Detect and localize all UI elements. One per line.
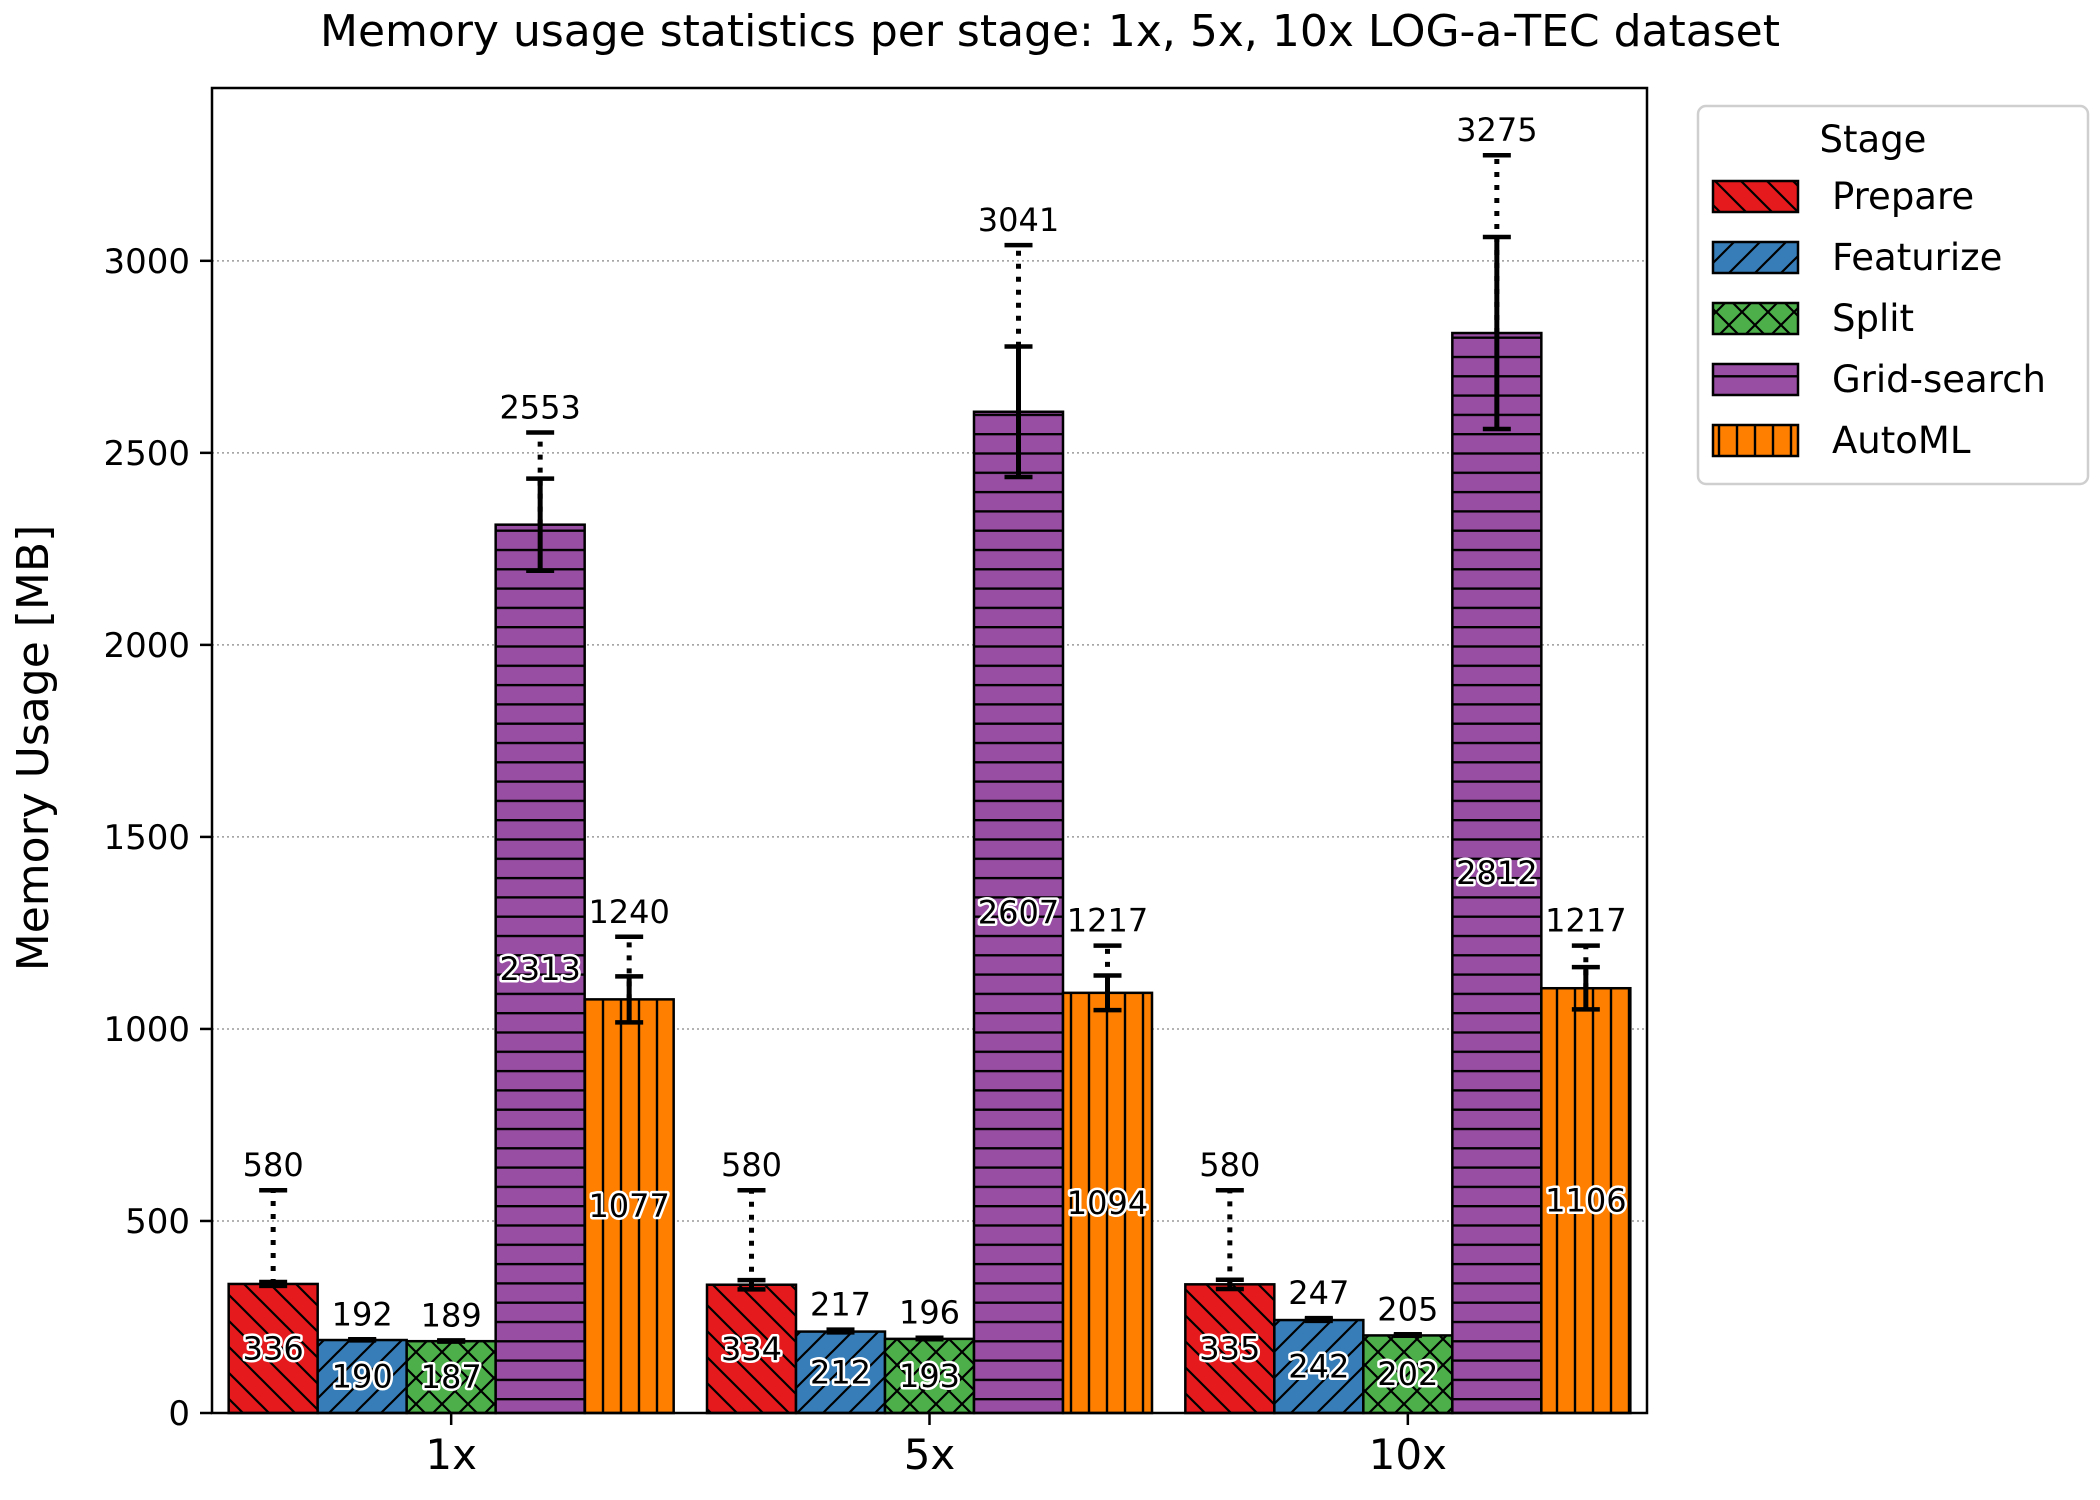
y-tick-label: 3000: [103, 242, 190, 282]
value-label-automl-5x: 1094: [1067, 1184, 1148, 1222]
plot-frame: [210, 86, 1649, 1415]
max-label-grid-search-1x: 2553: [499, 389, 580, 427]
y-tick-label: 500: [125, 1202, 190, 1242]
max-label-split-5x: 196: [899, 1294, 960, 1332]
chart-title: Memory usage statistics per stage: 1x, 5…: [320, 6, 1780, 57]
axis-layer: 0 500 1000 1500 2000 2500 3000 1x 5x 10x: [103, 242, 1447, 1479]
bar-hatch-automl-1x: [583, 998, 675, 1415]
bar-hatch-grid-search-5x: [972, 410, 1065, 1415]
value-label-prepare-5x: 334: [721, 1330, 782, 1368]
legend-swatch-hatch-automl: [1711, 423, 1800, 458]
y-tick-label: 1000: [103, 1010, 190, 1050]
x-tick-label: 10x: [1369, 1430, 1447, 1479]
legend-swatch-hatch-split: [1711, 301, 1800, 336]
max-label-automl-5x: 1217: [1067, 902, 1148, 940]
max-label-split-10x: 205: [1377, 1290, 1438, 1328]
max-label-split-1x: 189: [421, 1296, 482, 1334]
max-label-prepare-10x: 580: [1199, 1146, 1260, 1184]
legend: Stage Prepare Featurize Split Grid-search Aut…: [1696, 104, 2090, 486]
bar-hatch-grid-search-1x: [494, 523, 586, 1415]
legend-swatch-hatch-featurize: [1711, 240, 1800, 275]
max-label-featurize-1x: 192: [332, 1295, 393, 1333]
value-label-split-1x: 187: [421, 1358, 482, 1396]
y-tick-label: 1500: [103, 818, 190, 858]
error-bars-layer: [259, 152, 1600, 1344]
max-label-featurize-5x: 217: [810, 1286, 871, 1324]
legend-swatch-hatch-prepare: [1711, 179, 1800, 214]
bar-hatch-featurize-10x: [1273, 1318, 1365, 1415]
bar-hatch-split-10x: [1362, 1334, 1454, 1415]
max-label-automl-1x: 1240: [588, 893, 669, 931]
legend-label-featurize: Featurize: [1832, 236, 2002, 279]
value-label-prepare-10x: 335: [1199, 1330, 1260, 1368]
y-tick-label: 2500: [103, 434, 190, 474]
value-label-automl-10x: 1106: [1545, 1182, 1626, 1220]
bar-hatch-automl-5x: [1061, 991, 1154, 1415]
value-label-split-5x: 193: [899, 1357, 960, 1395]
value-label-prepare-1x: 336: [243, 1329, 304, 1367]
max-label-featurize-10x: 247: [1288, 1274, 1349, 1312]
grid-layer: [212, 260, 1647, 1222]
legend-label-grid-search: Grid-search: [1832, 358, 2046, 401]
value-label-grid-search-10x: 2812: [1456, 854, 1537, 892]
value-label-automl-1x: 1077: [588, 1187, 669, 1225]
max-label-automl-10x: 1217: [1545, 902, 1626, 940]
value-label-featurize-1x: 190: [332, 1358, 393, 1396]
legend-swatch-hatch-grid-search: [1711, 362, 1800, 397]
bar-hatch-prepare-10x: [1184, 1283, 1276, 1415]
value-label-grid-search-5x: 2607: [978, 893, 1059, 931]
legend-title: Stage: [1820, 118, 1927, 161]
bar-hatch-prepare-1x: [227, 1282, 319, 1415]
max-label-prepare-5x: 580: [721, 1146, 782, 1184]
max-label-prepare-1x: 580: [243, 1146, 304, 1184]
y-tick-label: 0: [168, 1394, 190, 1434]
bars-layer: [227, 331, 1632, 1415]
bar-hatch-featurize-5x: [794, 1330, 887, 1415]
max-label-grid-search-5x: 3041: [978, 201, 1059, 239]
y-axis-label: Memory Usage [MB]: [8, 525, 59, 972]
max-label-grid-search-10x: 3275: [1456, 111, 1537, 149]
value-label-featurize-10x: 242: [1288, 1348, 1349, 1386]
legend-label-prepare: Prepare: [1832, 175, 1974, 218]
value-label-split-10x: 202: [1377, 1355, 1438, 1393]
value-label-featurize-5x: 212: [810, 1353, 871, 1391]
value-label-grid-search-1x: 2313: [499, 950, 580, 988]
legend-label-split: Split: [1832, 297, 1914, 340]
x-tick-label: 1x: [425, 1430, 477, 1479]
x-tick-label: 5x: [904, 1430, 956, 1479]
y-tick-label: 2000: [103, 626, 190, 666]
legend-label-automl: AutoML: [1832, 419, 1971, 462]
